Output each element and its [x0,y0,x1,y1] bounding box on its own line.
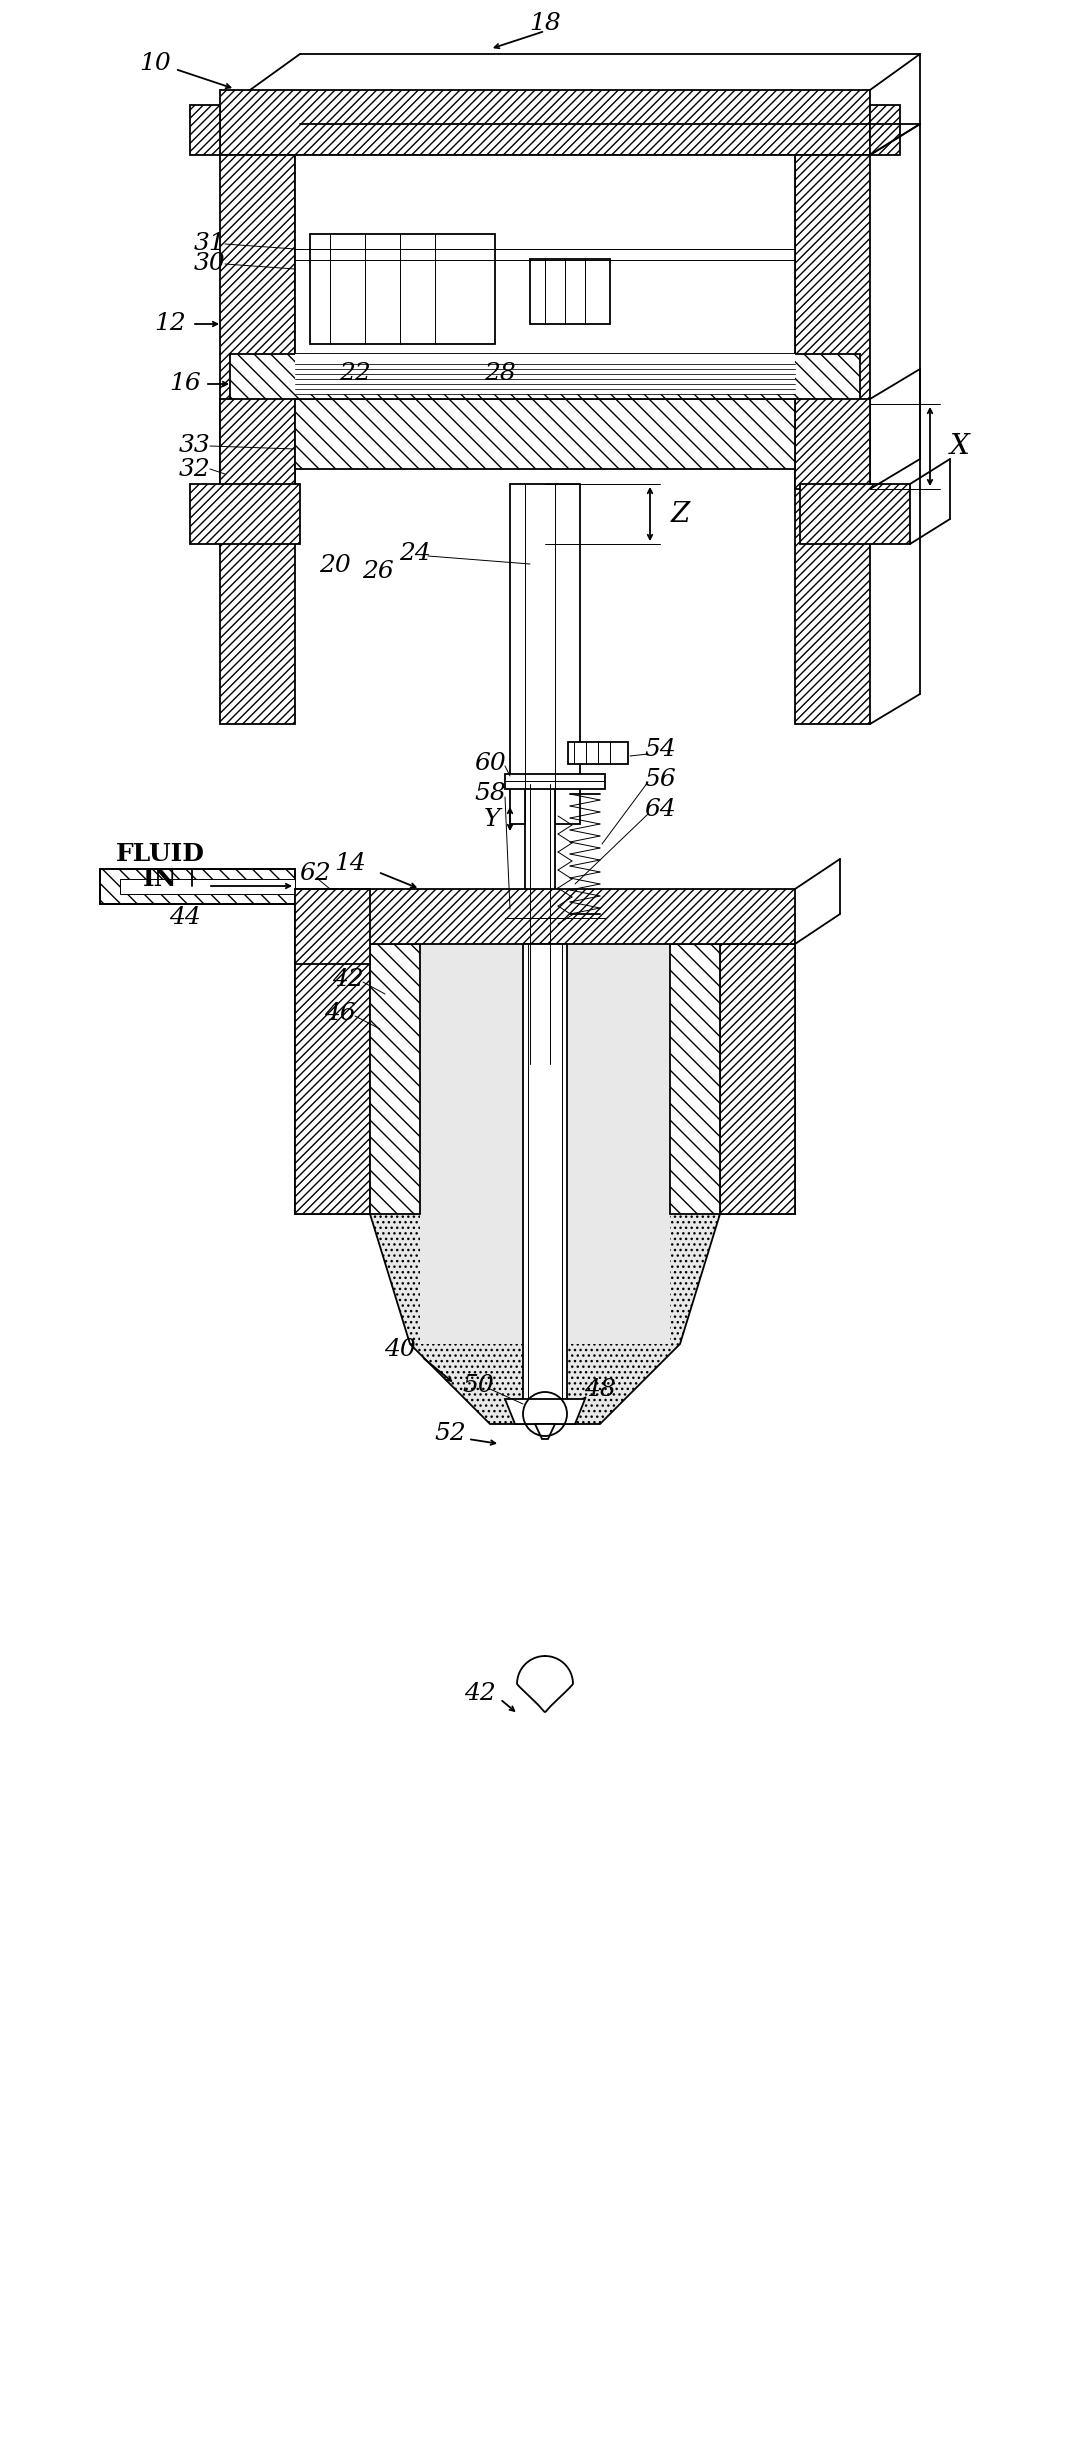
Text: 46: 46 [324,1002,355,1026]
Text: 50: 50 [462,1374,494,1398]
Text: 42: 42 [464,1681,496,1706]
Text: 18: 18 [529,12,561,37]
Text: Y: Y [484,807,500,831]
Text: 14: 14 [335,853,366,875]
Bar [190,484,300,545]
Polygon shape [535,1425,555,1440]
Bar [670,943,720,1215]
Bar [720,943,795,1215]
Text: 58: 58 [474,782,506,807]
Text: 48: 48 [584,1378,616,1400]
Text: 31: 31 [194,232,226,257]
Bar [190,105,220,154]
Polygon shape [505,1398,585,1425]
Bar [295,890,370,963]
Bar [295,154,795,393]
Bar [525,785,555,1063]
Bar [568,743,628,765]
Text: 12: 12 [154,313,186,335]
Bar [100,870,295,904]
Text: 26: 26 [362,560,393,582]
Text: 32: 32 [179,457,210,481]
Bar [310,235,495,345]
Text: FLUID: FLUID [116,843,205,865]
Bar [220,154,295,723]
Bar [505,775,605,789]
Bar [220,90,870,154]
Bar [295,890,795,943]
Text: 24: 24 [399,543,431,565]
Text: 20: 20 [319,555,351,577]
Text: 22: 22 [339,362,371,386]
Bar [100,870,295,904]
Text: 56: 56 [644,767,676,789]
Text: 52: 52 [434,1422,465,1444]
Text: 54: 54 [644,738,676,760]
Bar [505,912,605,926]
Polygon shape [295,943,795,1425]
Bar [795,398,870,489]
Bar [295,354,795,393]
Text: IN: IN [143,868,178,892]
Bar [230,354,860,403]
Bar [795,154,870,723]
Bar [530,259,610,325]
Bar [370,943,420,1215]
Text: 42: 42 [332,968,364,990]
Text: 62: 62 [299,863,331,885]
Text: 16: 16 [169,371,201,396]
Text: 40: 40 [384,1337,416,1361]
Text: 30: 30 [194,252,226,276]
Bar [523,943,567,1425]
Text: 64: 64 [644,797,676,821]
Bar [800,484,910,545]
Bar [870,105,900,154]
Bar [295,943,370,1215]
Bar [420,943,670,1344]
Bar [295,398,795,469]
Bar [510,484,580,824]
Polygon shape [517,1657,573,1711]
Text: 28: 28 [484,362,516,386]
Text: 60: 60 [474,753,506,775]
Text: Z: Z [670,501,690,528]
Bar [220,398,295,489]
Text: 33: 33 [179,435,210,457]
Text: X: X [950,433,970,459]
Text: 44: 44 [169,904,201,929]
Bar [120,880,295,895]
Text: 10: 10 [140,51,171,76]
